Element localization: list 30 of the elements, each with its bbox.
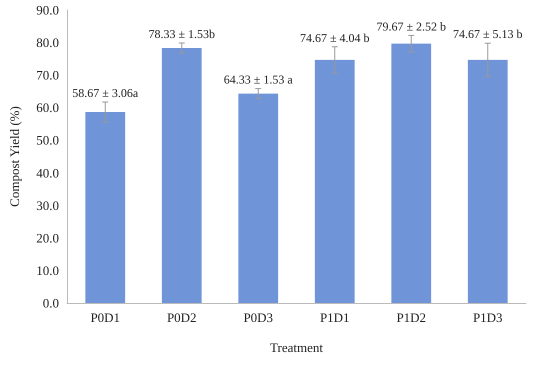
x-tick-label: P0D1 xyxy=(90,310,120,325)
bar xyxy=(468,60,508,303)
y-tick-label: 30.0 xyxy=(36,198,59,213)
y-tick-label: 60.0 xyxy=(36,100,59,116)
y-tick-label: 20.0 xyxy=(36,230,59,246)
y-tick-label: 80.0 xyxy=(36,35,59,50)
data-label: 74.67 ± 5.13 b xyxy=(452,27,523,42)
y-tick-label: 70.0 xyxy=(36,68,59,83)
bar xyxy=(85,112,126,303)
y-tick-label: 10.0 xyxy=(36,262,59,278)
y-tick-label: 40.0 xyxy=(36,165,59,180)
bar xyxy=(391,44,432,303)
x-tick-label: P0D2 xyxy=(166,310,197,325)
x-axis-title: Treatment xyxy=(270,340,324,355)
bar xyxy=(314,60,355,303)
bar xyxy=(238,94,278,303)
data-label: 74.67 ± 4.04 b xyxy=(300,30,370,45)
data-label: 79.67 ± 2.52 b xyxy=(376,19,446,34)
data-label: 78.33 ± 1.53b xyxy=(148,27,216,42)
y-tick-label: 0.0 xyxy=(42,296,59,310)
x-tick-label: P0D3 xyxy=(243,310,274,325)
y-tick-label: 50.0 xyxy=(36,132,59,148)
data-label: 64.33 ± 1.53 a xyxy=(224,72,294,87)
bar xyxy=(162,48,202,303)
x-tick-label: P1D1 xyxy=(320,310,350,325)
x-tick-label: P1D3 xyxy=(472,310,503,325)
data-label: 58.67 ± 3.06a xyxy=(72,86,139,100)
x-tick-label: P1D2 xyxy=(396,310,426,325)
y-tick-label: 90.0 xyxy=(36,2,59,18)
y-axis-title: Compost Yield (%) xyxy=(7,106,22,207)
